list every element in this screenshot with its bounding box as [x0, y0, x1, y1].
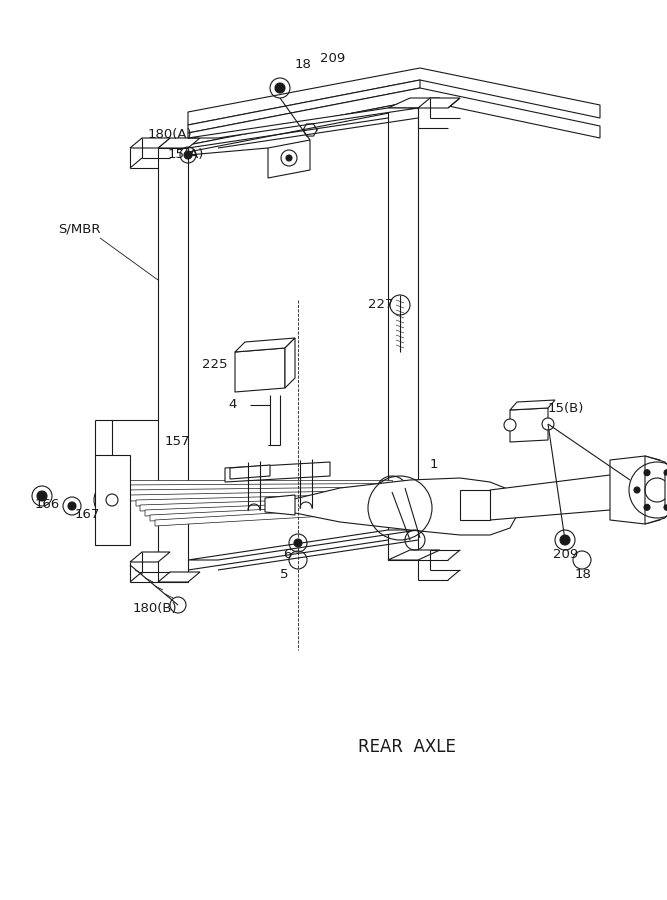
Polygon shape — [145, 501, 368, 516]
Polygon shape — [645, 456, 667, 524]
Text: 225: 225 — [202, 358, 227, 371]
Polygon shape — [140, 498, 372, 511]
Polygon shape — [610, 456, 660, 524]
Text: 18: 18 — [295, 58, 312, 71]
Polygon shape — [388, 98, 440, 108]
Text: REAR  AXLE: REAR AXLE — [358, 738, 456, 756]
Circle shape — [634, 487, 640, 493]
Circle shape — [37, 491, 47, 501]
Circle shape — [542, 418, 554, 430]
Text: 180(B): 180(B) — [133, 602, 177, 615]
Polygon shape — [136, 494, 376, 506]
Text: 157: 157 — [165, 435, 191, 448]
Polygon shape — [388, 108, 418, 560]
Circle shape — [644, 504, 650, 510]
Polygon shape — [285, 338, 295, 388]
Circle shape — [644, 470, 650, 476]
Circle shape — [286, 155, 292, 161]
Polygon shape — [235, 338, 295, 352]
Polygon shape — [124, 487, 384, 496]
Circle shape — [68, 502, 76, 510]
Polygon shape — [188, 80, 420, 133]
Circle shape — [184, 151, 192, 159]
Polygon shape — [665, 475, 667, 505]
Circle shape — [275, 83, 285, 93]
Polygon shape — [490, 475, 635, 520]
Polygon shape — [188, 88, 600, 145]
Circle shape — [504, 419, 516, 431]
Polygon shape — [130, 552, 170, 562]
Polygon shape — [188, 530, 418, 560]
Circle shape — [664, 470, 667, 476]
Circle shape — [560, 535, 570, 545]
Polygon shape — [290, 478, 520, 535]
Polygon shape — [188, 108, 418, 138]
Text: 15(A): 15(A) — [168, 148, 204, 161]
Text: 1: 1 — [430, 458, 438, 471]
Text: 4: 4 — [228, 398, 236, 411]
Polygon shape — [268, 140, 310, 178]
Polygon shape — [130, 138, 170, 148]
Text: 227: 227 — [368, 298, 394, 311]
Polygon shape — [150, 505, 364, 521]
Polygon shape — [112, 480, 392, 486]
Text: 6: 6 — [283, 548, 291, 561]
Text: S/MBR: S/MBR — [58, 222, 101, 235]
Circle shape — [664, 504, 667, 510]
Polygon shape — [95, 455, 130, 545]
Polygon shape — [158, 572, 200, 582]
Text: 180(A): 180(A) — [148, 128, 193, 141]
Polygon shape — [188, 68, 600, 125]
Polygon shape — [460, 490, 490, 520]
Circle shape — [294, 539, 302, 547]
Polygon shape — [265, 495, 295, 515]
Polygon shape — [155, 508, 360, 526]
Polygon shape — [388, 550, 440, 560]
Polygon shape — [510, 400, 555, 410]
Polygon shape — [235, 348, 285, 392]
Text: 5: 5 — [280, 568, 289, 581]
Polygon shape — [510, 408, 548, 442]
Polygon shape — [130, 491, 380, 501]
Polygon shape — [418, 98, 460, 108]
Polygon shape — [230, 465, 270, 479]
Polygon shape — [158, 148, 188, 582]
Polygon shape — [188, 100, 420, 152]
Text: 18: 18 — [575, 568, 592, 581]
Text: 15(B): 15(B) — [548, 402, 584, 415]
Polygon shape — [158, 138, 200, 148]
Text: 167: 167 — [75, 508, 100, 521]
Text: 209: 209 — [553, 548, 578, 561]
Text: 166: 166 — [35, 498, 60, 511]
Text: 209: 209 — [320, 52, 346, 65]
Polygon shape — [118, 483, 388, 491]
Circle shape — [106, 494, 118, 506]
Polygon shape — [225, 462, 330, 482]
